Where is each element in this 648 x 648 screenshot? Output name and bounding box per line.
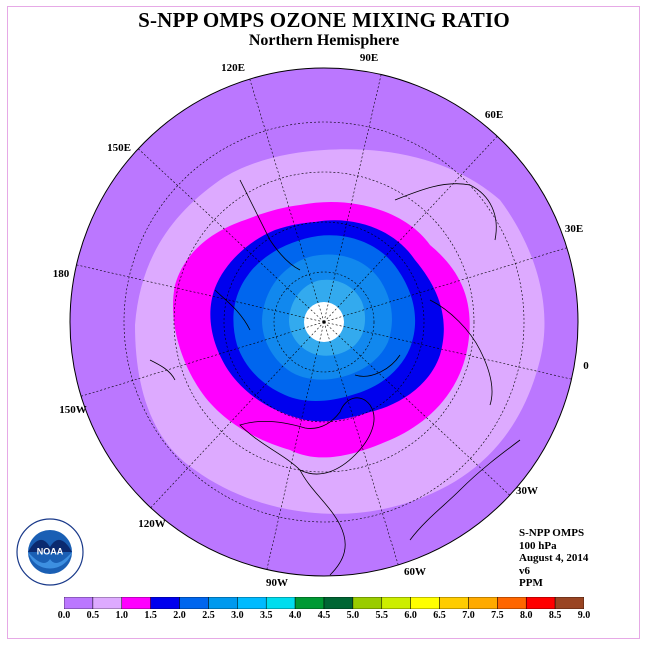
- longitude-label: 120E: [221, 62, 245, 74]
- colorbar-tick-label: 2.5: [202, 610, 215, 621]
- longitude-label: 90E: [360, 52, 378, 64]
- colorbar-tick-label: 0.5: [86, 610, 100, 621]
- colorbar-tick-label: 8.5: [548, 610, 562, 621]
- colorbar-swatch: [410, 597, 440, 609]
- colorbar-tick-label: 9.0: [577, 610, 591, 621]
- colorbar-swatch: [497, 597, 527, 609]
- colorbar-swatch: [208, 597, 238, 609]
- colorbar-tick-label: 4.5: [317, 610, 331, 621]
- colorbar-swatch: [265, 597, 296, 609]
- longitude-label: 60W: [404, 566, 426, 578]
- colorbar-tick-label: 6.5: [433, 610, 446, 621]
- longitude-label: 150E: [107, 142, 131, 154]
- colorbar-tick-label: 5.0: [346, 610, 360, 621]
- longitude-label: 120W: [138, 518, 166, 530]
- longitude-label: 90W: [266, 577, 288, 589]
- longitude-label: 150W: [59, 404, 87, 416]
- colorbar-swatch: [294, 597, 325, 609]
- logo-wordmark: NOAA: [37, 547, 64, 557]
- colorbar-swatch: [323, 597, 354, 609]
- latitude-circle: [223, 221, 425, 423]
- map-boundary: [69, 67, 579, 577]
- info-panel: S-NPP OMPS 100 hPa August 4, 2014 v6 PPM: [519, 527, 588, 590]
- info-date: August 4, 2014: [519, 552, 589, 564]
- colorbar-tick-label: 8.0: [519, 610, 533, 621]
- longitude-label: 60E: [485, 109, 503, 121]
- info-version: v6: [519, 564, 530, 577]
- colorbar-tick-label: 5.5: [375, 610, 389, 621]
- colorbar-tick-label: 7.0: [462, 610, 475, 621]
- colorbar-swatch: [525, 597, 556, 609]
- colorbar-swatch: [352, 597, 383, 609]
- info-instrument: S-NPP OMPS: [519, 527, 585, 539]
- colorbar-tick-label: 2.0: [173, 610, 186, 621]
- longitude-label: 0: [583, 360, 589, 372]
- colorbar-tick-label: 4.0: [288, 610, 302, 621]
- ozone-field: [70, 68, 578, 576]
- colorbar-tick-label: 1.5: [144, 610, 157, 621]
- latitude-circle: [273, 271, 375, 373]
- colorbar-tick-label: 3.5: [259, 610, 273, 621]
- colorbar-swatch: [64, 597, 94, 609]
- colorbar-tick-label: 0.0: [57, 610, 71, 621]
- colorbar-tick-label: 6.0: [404, 610, 417, 621]
- page-title: S-NPP OMPS OZONE MIXING RATIO: [138, 8, 510, 32]
- longitude-label: 30W: [516, 485, 538, 497]
- noaa-logo: NOAA: [16, 518, 84, 586]
- longitude-label: 180: [53, 268, 70, 280]
- colorbar-swatch: [179, 597, 209, 609]
- colorbar-swatch: [381, 597, 411, 609]
- latitude-circle: [123, 121, 525, 523]
- page-subtitle: Northern Hemisphere: [248, 32, 400, 49]
- colorbar-swatch: [150, 597, 180, 609]
- colorbar: [64, 597, 584, 609]
- colorbar-tick-label: 3.0: [231, 610, 244, 621]
- colorbar-tick-label: 1.0: [115, 610, 129, 621]
- colorbar-swatch: [92, 597, 123, 609]
- info-level: 100 hPa: [519, 539, 557, 552]
- colorbar-swatch: [554, 597, 584, 609]
- info-units: PPM: [519, 577, 543, 589]
- longitude-label: 30E: [565, 223, 583, 235]
- colorbar-swatch: [237, 597, 267, 609]
- colorbar-swatch: [439, 597, 469, 609]
- colorbar-swatch: [121, 597, 151, 609]
- longitude-labels: 90E 60E 30E 0 30W 60W 90W 120W 150W 180 150E 120E: [53, 52, 590, 589]
- colorbar-tick-label: 7.5: [491, 610, 504, 621]
- latitude-circle: [173, 171, 475, 473]
- graticule: [76, 74, 572, 570]
- plot-frame: [7, 6, 640, 639]
- colorbar-swatch: [468, 597, 498, 609]
